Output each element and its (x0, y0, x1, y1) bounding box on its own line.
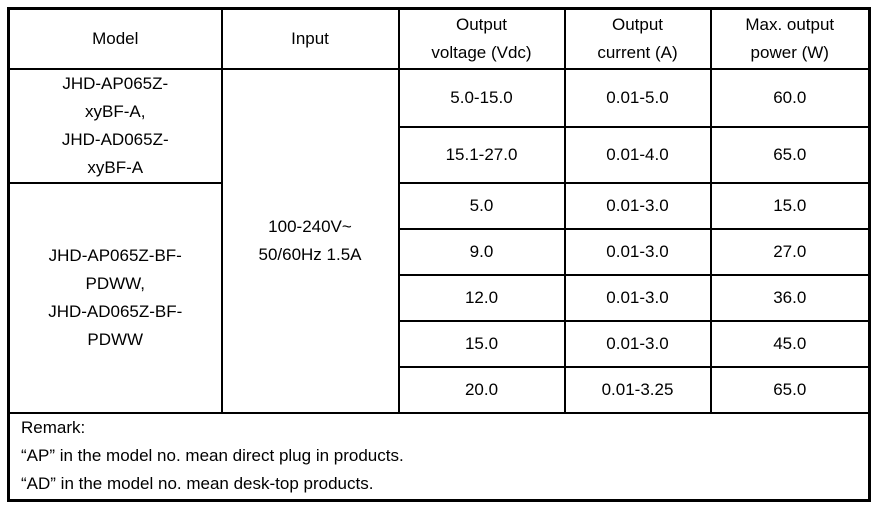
model-line: JHD-AP065Z- (62, 73, 169, 93)
model-group-pdww-cell: JHD-AP065Z-BF- PDWW, JHD-AD065Z-BF- PDWW (7, 181, 223, 414)
model-line: JHD-AD065Z- (61, 129, 169, 149)
table-row: 15.1-27.0 0.01-4.0 65.0 (9, 126, 871, 184)
current-cell: 0.01-3.0 (563, 273, 712, 322)
input-line: 50/60Hz 1.5A (258, 244, 362, 264)
model-line: PDWW, (85, 273, 146, 293)
col-header-model: Model (7, 7, 223, 70)
col-header-output-voltage: Output voltage (Vdc) (397, 7, 566, 70)
col-header-input: Input (220, 7, 400, 70)
model-group-xybf-cell: JHD-AP065Z- xyBF-A, JHD-AD065Z- xyBF-A (7, 67, 223, 184)
power-cell: 27.0 (709, 227, 871, 276)
voltage-cell: 5.0 (397, 181, 566, 230)
current-cell: 0.01-3.0 (563, 227, 712, 276)
table-row: JHD-AP065Z-BF- PDWW, JHD-AD065Z-BF- PDWW… (7, 181, 871, 414)
model-line: JHD-AP065Z-BF- (48, 245, 182, 265)
current-cell: 0.01-5.0 (563, 67, 712, 129)
table-row: JHD-AP065Z- xyBF-A, JHD-AD065Z- xyBF-A 1… (7, 67, 871, 414)
current-cell: 0.01-3.0 (563, 319, 712, 368)
remark-row: Remark: “AP” in the model no. mean direc… (7, 411, 871, 502)
header-line: power (W) (750, 42, 829, 62)
power-spec-table: Model Input Output voltage (Vdc) Output … (7, 7, 871, 502)
power-cell: 15.0 (709, 181, 871, 230)
model-line: xyBF-A (87, 157, 144, 177)
table-row: 20.0 0.01-3.25 65.0 (9, 365, 871, 414)
header-line: Output (455, 14, 508, 34)
remark-title: Remark: (21, 418, 86, 438)
voltage-cell: 15.1-27.0 (397, 126, 566, 184)
input-value-cell: 100-240V~ 50/60Hz 1.5A (220, 67, 400, 414)
current-cell: 0.01-4.0 (563, 126, 712, 184)
remark-line-ap: “AP” in the model no. mean direct plug i… (21, 446, 404, 466)
table-row: 12.0 0.01-3.0 36.0 (9, 273, 871, 322)
model-line: xyBF-A, (85, 101, 146, 121)
voltage-cell: 5.0-15.0 (397, 67, 566, 129)
power-cell: 65.0 (709, 365, 871, 414)
voltage-cell: 20.0 (397, 365, 566, 414)
current-cell: 0.01-3.0 (563, 181, 712, 230)
power-cell: 45.0 (709, 319, 871, 368)
model-line: PDWW (87, 329, 144, 349)
remark-cell: Remark: “AP” in the model no. mean direc… (7, 411, 871, 502)
header-line: Output (611, 14, 664, 34)
power-cell: 60.0 (709, 67, 871, 129)
voltage-cell: 9.0 (397, 227, 566, 276)
power-cell: 65.0 (709, 126, 871, 184)
header-line: Max. output (745, 14, 835, 34)
header-line: voltage (Vdc) (431, 42, 532, 62)
col-header-output-current: Output current (A) (563, 7, 712, 70)
voltage-cell: 12.0 (397, 273, 566, 322)
current-cell: 0.01-3.25 (563, 365, 712, 414)
remark-line-ad: “AD” in the model no. mean desk-top prod… (21, 474, 374, 494)
header-row: Model Input Output voltage (Vdc) Output … (7, 7, 871, 70)
table-row: 15.0 0.01-3.0 45.0 (9, 319, 871, 368)
voltage-cell: 15.0 (397, 319, 566, 368)
table-row: 9.0 0.01-3.0 27.0 (9, 227, 871, 276)
col-header-max-power: Max. output power (W) (709, 7, 871, 70)
header-line: current (A) (597, 42, 678, 62)
model-line: JHD-AD065Z-BF- (48, 301, 183, 321)
input-line: 100-240V~ (268, 216, 352, 236)
power-cell: 36.0 (709, 273, 871, 322)
